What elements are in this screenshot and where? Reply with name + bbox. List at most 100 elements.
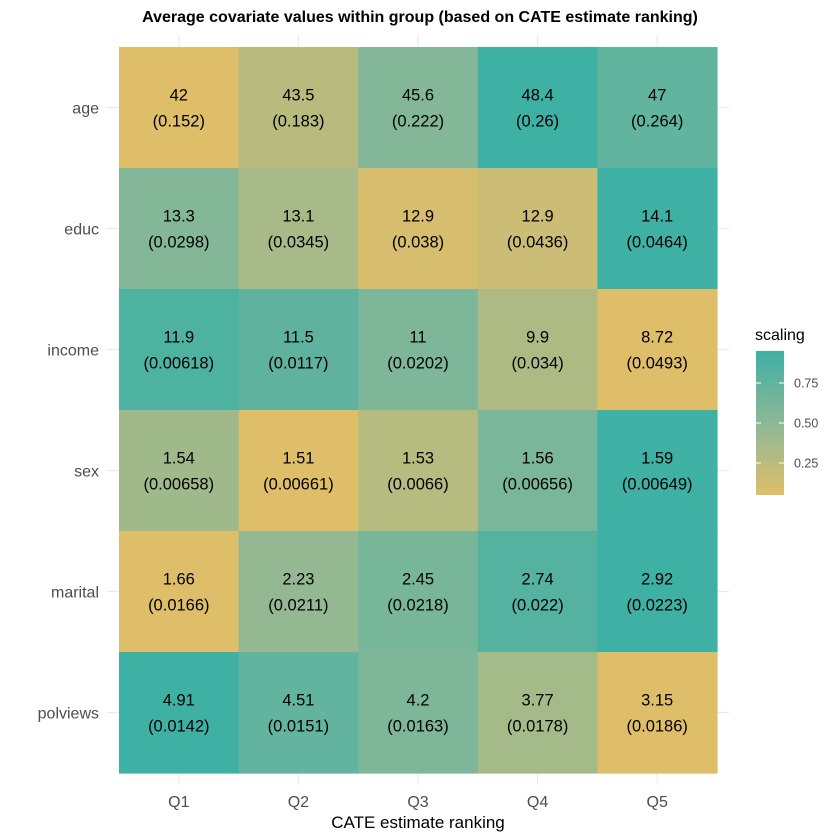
cell-se-label: (0.0142) bbox=[148, 718, 209, 736]
cell-value-label: 1.54 bbox=[163, 450, 195, 468]
cell-se-label: (0.00649) bbox=[622, 476, 693, 494]
cell-value-label: 1.56 bbox=[522, 450, 554, 468]
cell-value-label: 11.5 bbox=[283, 329, 314, 347]
cell-value-label: 11.9 bbox=[163, 329, 194, 347]
cell-se-label: (0.022) bbox=[511, 597, 563, 615]
cell-value-label: 14.1 bbox=[641, 208, 673, 226]
cell-value-label: 12.9 bbox=[522, 208, 554, 226]
cell-value-label: 2.92 bbox=[641, 571, 673, 589]
cell-value-label: 43.5 bbox=[282, 87, 314, 105]
heatmap-cell bbox=[238, 47, 359, 169]
cell-se-label: (0.0223) bbox=[626, 597, 687, 615]
cell-se-label: (0.0218) bbox=[387, 597, 448, 615]
cell-value-label: 11 bbox=[409, 329, 426, 347]
heatmap-cell bbox=[119, 47, 240, 169]
heatmap-cell bbox=[238, 652, 359, 774]
y-tick-label: sex bbox=[74, 464, 99, 481]
heatmap-cell bbox=[477, 531, 598, 653]
chart-title: Average covariate values within group (b… bbox=[142, 9, 698, 26]
cell-value-label: 2.23 bbox=[282, 571, 314, 589]
cell-se-label: (0.0066) bbox=[387, 476, 448, 494]
cell-se-label: (0.00618) bbox=[143, 355, 214, 373]
cell-se-label: (0.0163) bbox=[387, 718, 448, 736]
cell-se-label: (0.034) bbox=[511, 355, 563, 373]
heatmap-cell bbox=[238, 168, 359, 290]
cell-value-label: 4.51 bbox=[282, 692, 314, 710]
legend-title: scaling bbox=[755, 327, 805, 344]
heatmap-cell bbox=[477, 289, 598, 411]
heatmap-cell bbox=[358, 47, 479, 169]
heatmap-cell bbox=[597, 47, 718, 169]
heatmap-cell bbox=[119, 531, 240, 653]
cell-se-label: (0.152) bbox=[153, 113, 205, 131]
cell-value-label: 2.74 bbox=[522, 571, 554, 589]
cell-value-label: 42 bbox=[170, 87, 188, 105]
cell-se-label: (0.00658) bbox=[143, 476, 214, 494]
heatmap-cell bbox=[238, 289, 359, 411]
legend-tick-label: 0.75 bbox=[794, 377, 818, 391]
heatmap-cell bbox=[358, 531, 479, 653]
cell-se-label: (0.0117) bbox=[268, 355, 328, 373]
heatmap-cell bbox=[119, 289, 240, 411]
x-axis-labels: Q1 Q2 Q3 Q4 Q5 bbox=[168, 794, 668, 811]
heatmap-cell bbox=[119, 168, 240, 290]
cell-se-label: (0.0166) bbox=[148, 597, 209, 615]
cell-se-label: (0.0436) bbox=[507, 234, 568, 252]
cell-se-label: (0.038) bbox=[392, 234, 444, 252]
cell-value-label: 1.53 bbox=[402, 450, 434, 468]
x-tick-label: Q5 bbox=[647, 794, 668, 811]
cell-se-label: (0.0464) bbox=[626, 234, 687, 252]
cells-layer: 42 (0.152) 43.5 (0.183) 45.6 (0.222) 48.4 (0.26… bbox=[119, 47, 718, 774]
heatmap-cell bbox=[597, 168, 718, 290]
legend: scaling 0.25 0.50 0.75 bbox=[755, 327, 818, 495]
heatmap-cell bbox=[119, 652, 240, 774]
cell-value-label: 47 bbox=[648, 87, 666, 105]
heatmap-cell bbox=[238, 410, 359, 532]
cell-se-label: (0.222) bbox=[392, 113, 444, 131]
cell-se-label: (0.0202) bbox=[387, 355, 448, 373]
cell-value-label: 1.51 bbox=[282, 450, 314, 468]
cell-se-label: (0.0298) bbox=[148, 234, 209, 252]
cell-value-label: 3.77 bbox=[522, 692, 554, 710]
heatmap-cell bbox=[477, 168, 598, 290]
x-tick-label: Q2 bbox=[288, 794, 309, 811]
cell-se-label: (0.0186) bbox=[626, 718, 687, 736]
cell-value-label: 4.91 bbox=[163, 692, 195, 710]
y-tick-label: income bbox=[47, 343, 99, 360]
heatmap-cell bbox=[358, 652, 479, 774]
y-tick-label: polviews bbox=[38, 706, 99, 723]
x-tick-label: Q1 bbox=[168, 794, 189, 811]
heatmap-cell bbox=[358, 410, 479, 532]
cell-value-label: 13.1 bbox=[282, 208, 314, 226]
heatmap-cell bbox=[477, 652, 598, 774]
cell-value-label: 45.6 bbox=[402, 87, 434, 105]
heatmap-cell bbox=[597, 289, 718, 411]
cell-se-label: (0.0178) bbox=[507, 718, 568, 736]
heatmap-cell bbox=[597, 410, 718, 532]
cell-value-label: 13.3 bbox=[163, 208, 195, 226]
cell-se-label: (0.183) bbox=[272, 113, 324, 131]
y-tick-label: educ bbox=[64, 222, 99, 239]
x-tick-label: Q3 bbox=[407, 794, 428, 811]
cell-value-label: 1.59 bbox=[641, 450, 673, 468]
heatmap-cell bbox=[477, 410, 598, 532]
cell-se-label: (0.26) bbox=[516, 113, 559, 131]
cell-value-label: 48.4 bbox=[522, 87, 554, 105]
cell-se-label: (0.00661) bbox=[263, 476, 334, 494]
cell-value-label: 3.15 bbox=[641, 692, 673, 710]
cell-se-label: (0.264) bbox=[631, 113, 683, 131]
y-tick-label: marital bbox=[51, 585, 99, 602]
cell-se-label: (0.0345) bbox=[268, 234, 329, 252]
x-axis-title: CATE estimate ranking bbox=[331, 813, 505, 832]
heatmap-cell bbox=[477, 47, 598, 169]
cell-value-label: 8.72 bbox=[641, 329, 673, 347]
heatmap-cell bbox=[358, 168, 479, 290]
cell-value-label: 1.66 bbox=[163, 571, 195, 589]
heatmap-cell bbox=[597, 531, 718, 653]
heatmap-cell bbox=[238, 531, 359, 653]
cell-value-label: 2.45 bbox=[402, 571, 434, 589]
cell-se-label: (0.0493) bbox=[626, 355, 687, 373]
cell-se-label: (0.00656) bbox=[502, 476, 573, 494]
cell-se-label: (0.0211) bbox=[268, 597, 328, 615]
